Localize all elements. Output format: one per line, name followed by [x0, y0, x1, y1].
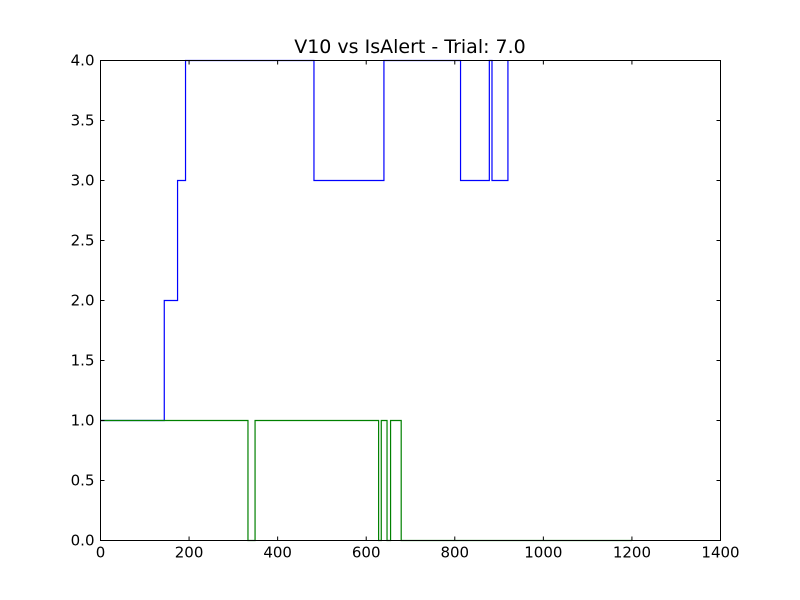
x-tick-label: 200 [175, 544, 204, 562]
x-tick-label: 1200 [613, 544, 651, 562]
plot-frame [100, 60, 721, 541]
y-tick-label: 4.0 [71, 52, 95, 70]
chart-title: V10 vs IsAlert - Trial: 7.0 [294, 36, 526, 58]
x-tick-label: 0 [96, 544, 106, 562]
y-tick-label: 0.0 [71, 532, 95, 550]
y-tick-label: 1.0 [71, 412, 95, 430]
y-tick-label: 3.0 [71, 172, 95, 190]
y-tick-label: 1.5 [71, 352, 95, 370]
y-tick-label: 2.5 [71, 232, 95, 250]
y-tick-label: 0.5 [71, 472, 95, 490]
x-tick-label: 1400 [701, 544, 739, 562]
x-tick-label: 800 [440, 544, 469, 562]
y-tick-label: 2.0 [71, 292, 95, 310]
x-tick-label: 600 [352, 544, 381, 562]
x-tick-label: 400 [263, 544, 292, 562]
x-tick-label: 1000 [524, 544, 562, 562]
ticks-layer: 0 200 400 600 800 1000 1200 1400 0.0 0.5 1.0 1.5 2.0… [71, 52, 740, 562]
y-tick-label: 3.5 [71, 112, 95, 130]
